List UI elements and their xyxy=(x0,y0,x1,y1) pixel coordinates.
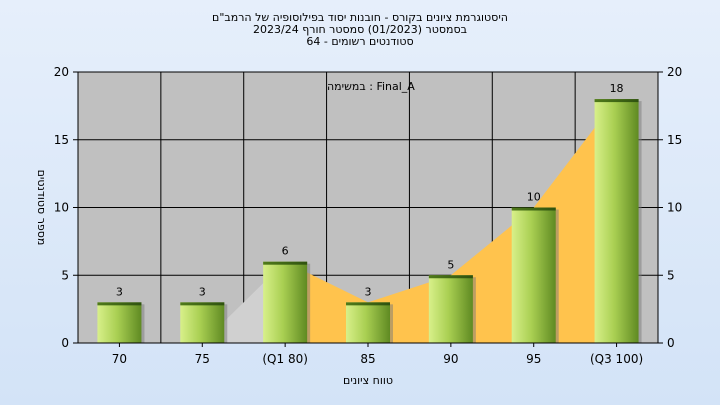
bar xyxy=(511,207,556,343)
x-tick-label: 85 xyxy=(360,352,375,366)
y-right-tick-label: 0 xyxy=(667,336,675,350)
bar xyxy=(180,302,225,343)
y-tick-label: 5 xyxy=(61,268,69,282)
bar-value-label: 6 xyxy=(282,245,289,258)
bar xyxy=(428,275,473,343)
bar-top xyxy=(428,275,473,279)
bar xyxy=(97,302,142,343)
y-tick-label: 10 xyxy=(54,201,69,215)
bar xyxy=(346,302,390,343)
bar xyxy=(594,99,639,343)
bar-top xyxy=(180,302,225,306)
bar xyxy=(263,261,308,343)
chart-title-line-1: היסטוגרמת ציונים בקורס - חובנות יסוד בפי… xyxy=(212,11,508,24)
y-right-tick-label: 10 xyxy=(667,201,682,215)
x-tick-label: 95 xyxy=(526,352,541,366)
bar-top xyxy=(346,302,390,306)
x-tick-label: 90 xyxy=(443,352,458,366)
bar-value-label: 3 xyxy=(199,285,206,298)
x-tick-label: 70 xyxy=(112,352,127,366)
chart-annotation: במשימה : Final_A xyxy=(327,80,415,93)
bar-value-label: 3 xyxy=(365,285,372,298)
x-tick-label: 75 xyxy=(195,352,210,366)
y-tick-label: 15 xyxy=(54,133,69,147)
y-tick-label: 0 xyxy=(61,336,69,350)
bar-top xyxy=(594,99,639,103)
y-right-tick-label: 5 xyxy=(667,268,675,282)
chart-title-line-2: בסמסטר (01/2023) סמסטר חורף 2023/24 xyxy=(253,23,467,36)
bar-top xyxy=(263,261,308,265)
bar-value-label: 5 xyxy=(447,258,454,271)
bar-value-label: 18 xyxy=(610,82,624,95)
bar-top xyxy=(97,302,142,306)
bar-top xyxy=(511,207,556,211)
chart-title-line-3: סטודנטים רשומים - 64 xyxy=(306,35,414,48)
x-tick-label: (Q3 100) xyxy=(590,352,643,366)
x-tick-label: (Q1 80) xyxy=(262,352,308,366)
y-right-tick-label: 20 xyxy=(667,65,682,79)
y-axis-title: מספר סטודנטים xyxy=(35,170,48,246)
y-tick-label: 20 xyxy=(54,65,69,79)
bar-value-label: 10 xyxy=(527,191,541,204)
x-axis-title: טווח ציונים xyxy=(343,374,393,387)
bar-value-label: 3 xyxy=(116,285,123,298)
y-right-tick-label: 15 xyxy=(667,133,682,147)
